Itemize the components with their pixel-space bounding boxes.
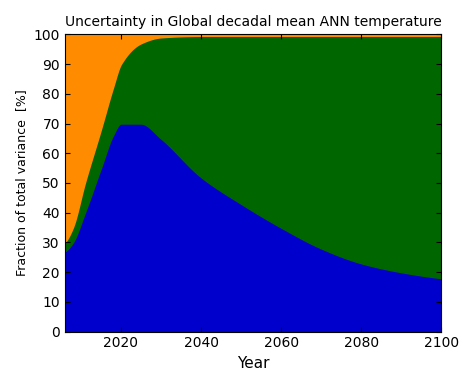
Y-axis label: Fraction of total variance  [%]: Fraction of total variance [%] [15,90,28,276]
Title: Uncertainty in Global decadal mean ANN temperature: Uncertainty in Global decadal mean ANN t… [65,15,441,29]
X-axis label: Year: Year [237,356,269,371]
